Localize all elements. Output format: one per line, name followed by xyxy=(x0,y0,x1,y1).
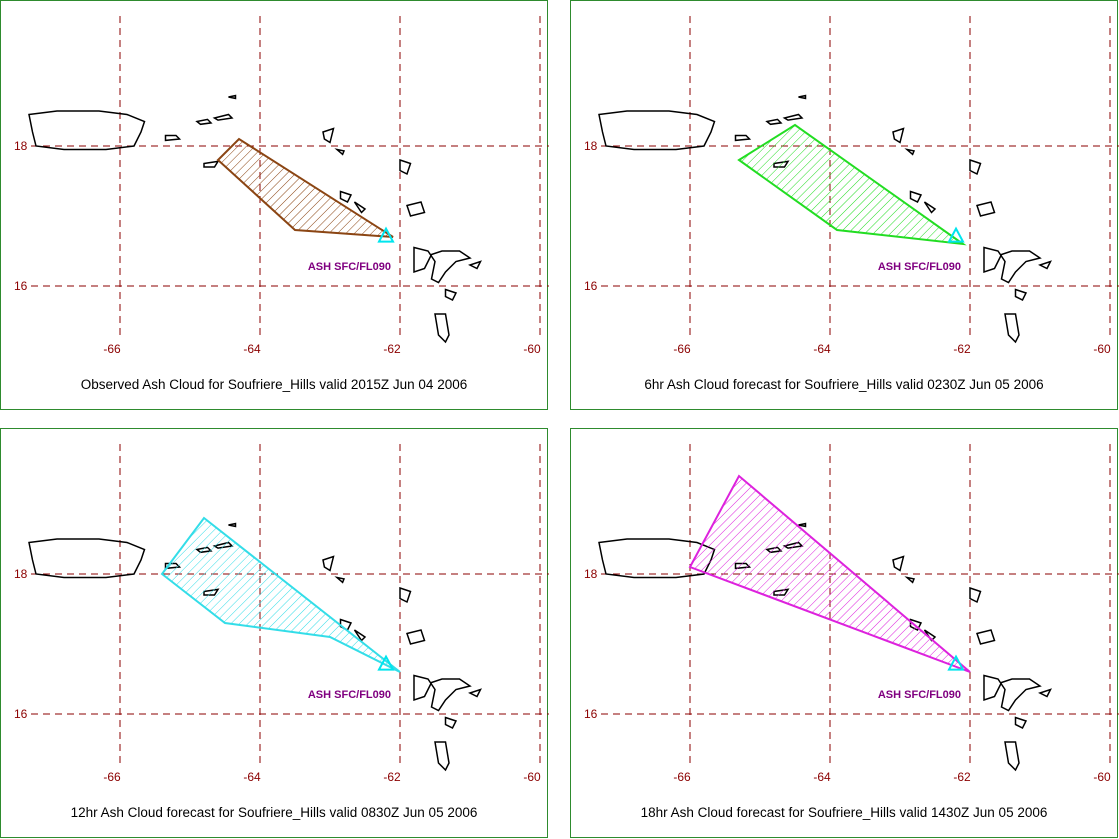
lat-tick-label: 18 xyxy=(584,139,598,153)
ash-cloud-polygon xyxy=(737,123,967,246)
coastline xyxy=(334,576,346,584)
coastline xyxy=(28,538,146,579)
ash-cloud-polygon xyxy=(688,474,971,673)
coastline xyxy=(976,629,996,645)
lon-tick-label: -66 xyxy=(103,770,121,784)
coastline xyxy=(203,160,220,168)
coastline xyxy=(782,113,804,121)
coastline xyxy=(434,741,450,772)
lon-tick-label: -62 xyxy=(383,770,401,784)
coastline xyxy=(399,158,412,176)
map-observed: -66 -64 -62 -60 18 16 ASH SFC/FL090 xyxy=(14,16,549,356)
coastline xyxy=(983,246,1042,284)
coastline xyxy=(734,134,752,142)
coastline xyxy=(195,118,213,126)
coastline xyxy=(1014,716,1028,730)
lat-tick-label: 16 xyxy=(584,279,598,293)
ash-level-label: ASH SFC/FL090 xyxy=(878,261,961,273)
lon-tick-label: -62 xyxy=(383,342,401,356)
volcano-marker-icon xyxy=(947,226,965,243)
lat-tick-label: 16 xyxy=(584,707,598,721)
coastline xyxy=(322,127,335,144)
panel-observed: -66 -64 -62 -60 18 16 ASH SFC/FL090 Observed A… xyxy=(0,0,549,410)
lon-tick-label: -66 xyxy=(103,342,121,356)
coastline xyxy=(969,158,982,176)
panel-caption: Observed Ash Cloud for Soufriere_Hills v… xyxy=(80,377,468,392)
coastline xyxy=(923,201,937,214)
coastline xyxy=(1038,260,1052,270)
coastline xyxy=(468,260,482,270)
coastline xyxy=(1038,688,1052,698)
coastline xyxy=(353,201,367,214)
ash-cloud-polygon xyxy=(216,137,394,238)
coastline xyxy=(798,522,807,528)
lon-tick-label: -62 xyxy=(953,770,971,784)
coastline xyxy=(598,110,716,151)
coastline xyxy=(1004,741,1020,772)
coastline xyxy=(444,716,458,730)
coastline xyxy=(212,113,234,121)
coastline xyxy=(164,134,182,142)
lon-tick-label: -62 xyxy=(953,342,971,356)
coastline xyxy=(798,94,807,100)
coastline xyxy=(444,288,458,302)
coastline xyxy=(399,586,412,604)
panel-caption: 6hr Ash Cloud forecast for Soufriere_Hil… xyxy=(644,377,1044,392)
coastline xyxy=(228,522,237,528)
coastline xyxy=(339,190,353,204)
coastline xyxy=(334,148,346,156)
coastline xyxy=(976,201,996,217)
coastline xyxy=(228,94,237,100)
lat-tick-label: 16 xyxy=(14,707,28,721)
panel-caption: 12hr Ash Cloud forecast for Soufriere_Hi… xyxy=(70,805,478,820)
lon-tick-label: -60 xyxy=(523,770,541,784)
coastline xyxy=(892,127,905,144)
volcano-marker-icon xyxy=(377,654,395,671)
panel-18hr-forecast: -66 -64 -62 -60 18 16 ASH SFC/FL090 18hr Ash C… xyxy=(570,428,1119,838)
coastline xyxy=(413,246,472,284)
lon-tick-label: -66 xyxy=(673,342,691,356)
coastline xyxy=(904,148,916,156)
map-12hr-forecast: -66 -64 -62 -60 18 16 ASH SFC/FL090 xyxy=(14,444,549,784)
map-18hr-forecast: -66 -64 -62 -60 18 16 ASH SFC/FL090 xyxy=(584,444,1119,784)
lat-tick-label: 16 xyxy=(14,279,28,293)
lon-tick-label: -60 xyxy=(1093,770,1111,784)
volcano-marker-icon xyxy=(947,654,965,671)
ash-cloud-polygon xyxy=(160,516,401,673)
lon-tick-label: -64 xyxy=(813,770,831,784)
coastline xyxy=(909,190,923,204)
lat-tick-label: 18 xyxy=(14,567,28,581)
coastline xyxy=(904,576,916,584)
coastline xyxy=(406,629,426,645)
coastline xyxy=(434,313,450,344)
coastline xyxy=(983,674,1042,712)
lon-tick-label: -60 xyxy=(1093,342,1111,356)
coastline xyxy=(468,688,482,698)
lon-tick-label: -66 xyxy=(673,770,691,784)
coastline xyxy=(406,201,426,217)
lon-tick-label: -64 xyxy=(243,770,261,784)
panel-caption: 18hr Ash Cloud forecast for Soufriere_Hi… xyxy=(640,805,1048,820)
panel-12hr-forecast: -66 -64 -62 -60 18 16 ASH SFC/FL090 12hr Ash C… xyxy=(0,428,549,838)
map-6hr-forecast: -66 -64 -62 -60 18 16 ASH SFC/FL090 xyxy=(584,16,1119,356)
coastline xyxy=(969,586,982,604)
coastline xyxy=(28,110,146,151)
coastline xyxy=(765,118,783,126)
lon-tick-label: -60 xyxy=(523,342,541,356)
coastline xyxy=(353,629,367,642)
lat-tick-label: 18 xyxy=(584,567,598,581)
panel-6hr-forecast: -66 -64 -62 -60 18 16 ASH SFC/FL090 6hr Ash Cl… xyxy=(570,0,1119,410)
coastline xyxy=(1014,288,1028,302)
coastline xyxy=(322,555,335,572)
lat-tick-label: 18 xyxy=(14,139,28,153)
ash-level-label: ASH SFC/FL090 xyxy=(308,689,391,701)
ash-level-label: ASH SFC/FL090 xyxy=(308,261,391,273)
volcano-marker-icon xyxy=(377,226,395,243)
lon-tick-label: -64 xyxy=(243,342,261,356)
coastline xyxy=(413,674,472,712)
coastline xyxy=(892,555,905,572)
coastline xyxy=(1004,313,1020,344)
ash-level-label: ASH SFC/FL090 xyxy=(878,689,961,701)
lon-tick-label: -64 xyxy=(813,342,831,356)
